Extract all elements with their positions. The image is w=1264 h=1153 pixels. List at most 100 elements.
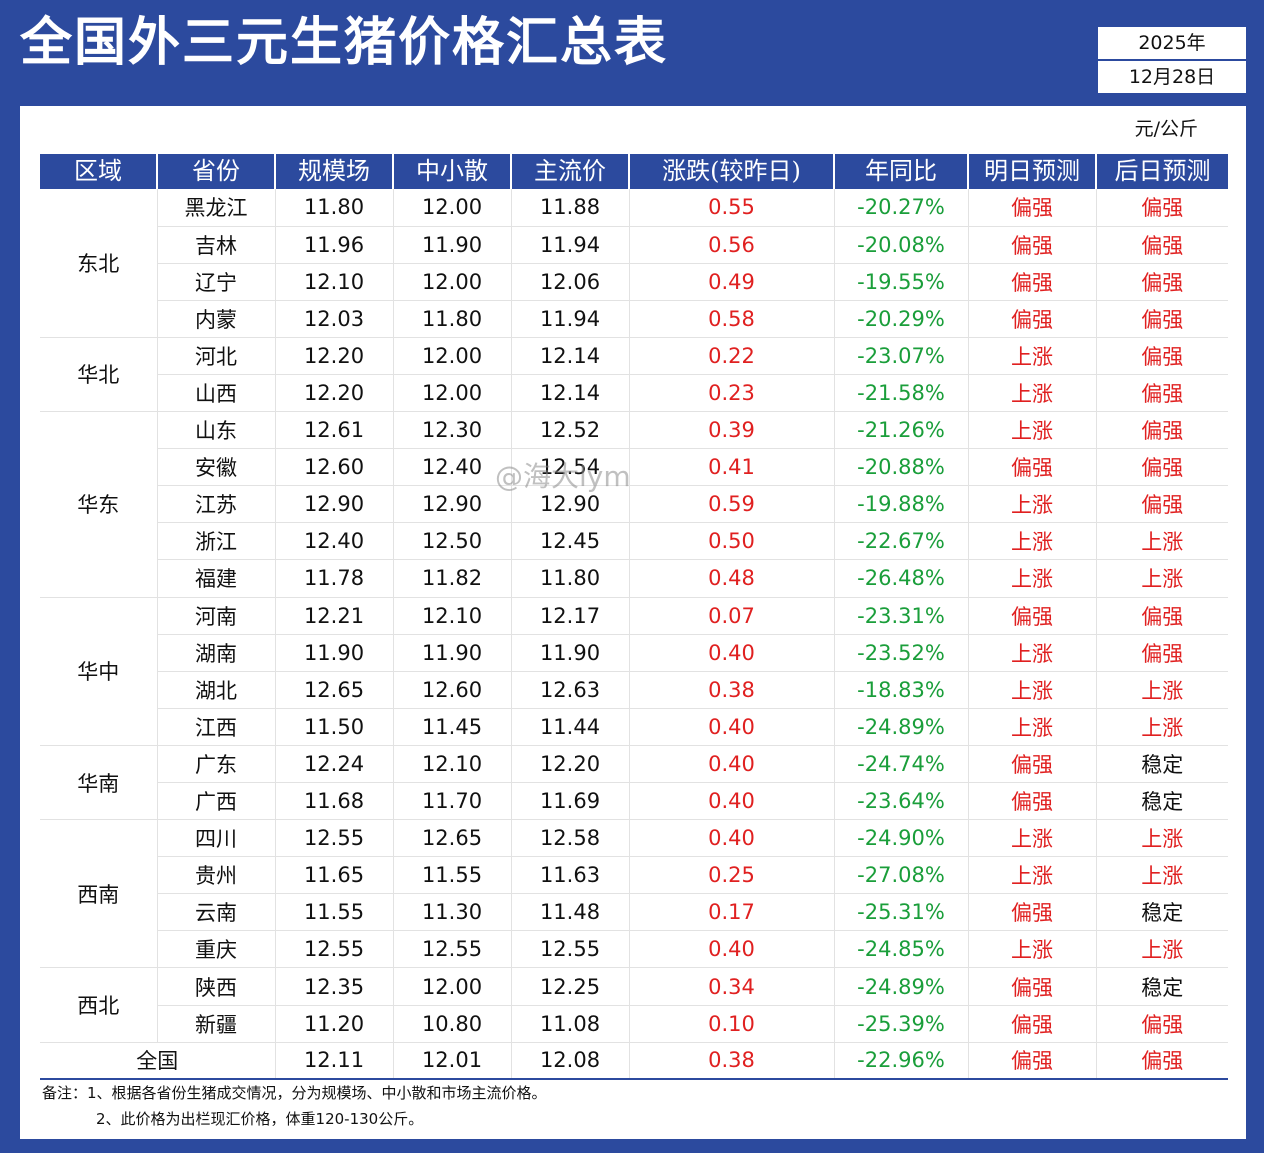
main-price-cell: 12.45 <box>510 522 629 561</box>
province-cell: 新疆 <box>156 1005 275 1043</box>
small-price-cell: 12.00 <box>392 337 511 375</box>
yoy-cell: -24.89% <box>833 967 968 1006</box>
province-cell: 广东 <box>156 745 275 784</box>
yoy-cell: -23.64% <box>833 782 968 821</box>
small-price-cell: 12.55 <box>392 930 511 969</box>
yoy-cell: -21.58% <box>833 374 968 413</box>
table-row: 福建 11.78 11.82 11.80 0.48 -26.48% 上涨 上涨 <box>40 559 1228 598</box>
main-price-cell: 12.20 <box>510 745 629 784</box>
total-label-cell: 全国 <box>40 1042 275 1081</box>
after-forecast-cell: 偏强 <box>1095 226 1228 264</box>
small-price-cell: 12.65 <box>392 819 511 858</box>
province-cell: 黑龙江 <box>156 189 275 227</box>
date-day: 12月28日 <box>1128 66 1216 88</box>
notes: 备注：1、根据各省份生猪成交情况，分为规模场、中小散和市场主流价格。 2、此价格… <box>42 1080 547 1132</box>
scale-price-cell: 11.96 <box>274 226 393 264</box>
header-cell: 省份 <box>156 154 275 189</box>
after-forecast-cell: 偏强 <box>1095 634 1228 672</box>
province-cell: 山西 <box>156 374 275 413</box>
page-title: 全国外三元生猪价格汇总表 <box>20 13 669 73</box>
after-forecast-cell: 上涨 <box>1095 930 1228 969</box>
tomorrow-forecast-cell: 偏强 <box>967 189 1096 227</box>
tomorrow-forecast-cell: 偏强 <box>967 597 1096 635</box>
tomorrow-forecast-cell: 偏强 <box>967 893 1096 932</box>
small-price-cell: 11.30 <box>392 893 511 932</box>
small-price-cell: 12.40 <box>392 448 511 487</box>
header-cell: 中小散 <box>392 154 511 189</box>
change-cell: 0.22 <box>628 337 834 375</box>
main-price-cell: 11.44 <box>510 708 629 746</box>
tomorrow-forecast-cell: 上涨 <box>967 374 1096 413</box>
yoy-cell: -20.29% <box>833 300 968 338</box>
yoy-cell: -22.96% <box>833 1042 968 1081</box>
yoy-cell: -24.90% <box>833 819 968 858</box>
date-year: 2025年 <box>1098 27 1246 61</box>
after-forecast-cell: 偏强 <box>1095 448 1228 487</box>
after-forecast-cell: 稳定 <box>1095 745 1228 784</box>
province-cell: 重庆 <box>156 930 275 969</box>
yoy-cell: -19.55% <box>833 263 968 301</box>
province-cell: 广西 <box>156 782 275 821</box>
change-cell: 0.59 <box>628 485 834 524</box>
small-price-cell: 11.90 <box>392 634 511 672</box>
after-forecast-cell: 偏强 <box>1095 597 1228 635</box>
price-table: 区域 省份 规模场 中小散 主流价 涨跌(较昨日) 年同比 明日预测 后日预测 东北 黑龙江 11.… <box>40 154 1228 1081</box>
table-row: 内蒙 12.03 11.80 11.94 0.58 -20.29% 偏强 偏强 <box>40 300 1228 338</box>
scale-price-cell: 11.68 <box>274 782 393 821</box>
yoy-cell: -27.08% <box>833 856 968 895</box>
tomorrow-forecast-cell: 上涨 <box>967 559 1096 598</box>
after-forecast-cell: 偏强 <box>1095 411 1228 450</box>
province-cell: 湖南 <box>156 634 275 672</box>
region-cell: 华东 <box>40 411 157 598</box>
tomorrow-forecast-cell: 偏强 <box>967 1042 1096 1081</box>
yoy-cell: -26.48% <box>833 559 968 598</box>
change-cell: 0.25 <box>628 856 834 895</box>
scale-price-cell: 12.10 <box>274 263 393 301</box>
table-row: 江苏 12.90 12.90 12.90 0.59 -19.88% 上涨 偏强 <box>40 485 1228 524</box>
after-forecast-cell: 偏强 <box>1095 189 1228 227</box>
main-price-cell: 11.90 <box>510 634 629 672</box>
main-price-cell: 12.54 <box>510 448 629 487</box>
yoy-cell: -19.88% <box>833 485 968 524</box>
yoy-cell: -20.88% <box>833 448 968 487</box>
table-row: 西北 陕西 12.35 12.00 12.25 0.34 -24.89% 偏强 稳定 <box>40 967 1228 1043</box>
scale-price-cell: 12.21 <box>274 597 393 635</box>
scale-price-cell: 11.80 <box>274 189 393 227</box>
province-cell: 内蒙 <box>156 300 275 338</box>
after-forecast-cell: 偏强 <box>1095 485 1228 524</box>
small-price-cell: 12.00 <box>392 189 511 227</box>
yoy-cell: -25.39% <box>833 1005 968 1043</box>
main-price-cell: 11.48 <box>510 893 629 932</box>
scale-price-cell: 12.11 <box>274 1042 393 1081</box>
region-cell: 东北 <box>40 189 157 338</box>
scale-price-cell: 11.20 <box>274 1005 393 1043</box>
tomorrow-forecast-cell: 上涨 <box>967 708 1096 746</box>
main-price-cell: 11.94 <box>510 226 629 264</box>
scale-price-cell: 11.78 <box>274 559 393 598</box>
after-forecast-cell: 上涨 <box>1095 819 1228 858</box>
date-box: 2025年 12月28日 <box>1097 26 1247 94</box>
header-cell: 涨跌(较昨日) <box>628 154 834 189</box>
province-cell: 安徽 <box>156 448 275 487</box>
main-price-cell: 12.08 <box>510 1042 629 1081</box>
main-price-cell: 11.80 <box>510 559 629 598</box>
main-price-cell: 12.25 <box>510 967 629 1006</box>
main-price-cell: 12.14 <box>510 374 629 413</box>
note-1: 备注：1、根据各省份生猪成交情况，分为规模场、中小散和市场主流价格。 <box>42 1084 547 1102</box>
province-cell: 浙江 <box>156 522 275 561</box>
yoy-cell: -23.31% <box>833 597 968 635</box>
scale-price-cell: 12.55 <box>274 930 393 969</box>
table-row: 西南 四川 12.55 12.65 12.58 0.40 -24.90% 上涨 上涨 <box>40 819 1228 969</box>
change-cell: 0.40 <box>628 634 834 672</box>
main-price-cell: 11.63 <box>510 856 629 895</box>
change-cell: 0.07 <box>628 597 834 635</box>
yoy-cell: -25.31% <box>833 893 968 932</box>
main-price-cell: 12.14 <box>510 337 629 375</box>
scale-price-cell: 12.35 <box>274 967 393 1006</box>
table-row: 安徽 12.60 12.40 12.54 0.41 -20.88% 偏强 偏强 <box>40 448 1228 487</box>
after-forecast-cell: 偏强 <box>1095 337 1228 375</box>
tomorrow-forecast-cell: 偏强 <box>967 448 1096 487</box>
change-cell: 0.40 <box>628 819 834 858</box>
after-forecast-cell: 上涨 <box>1095 559 1228 598</box>
tomorrow-forecast-cell: 上涨 <box>967 411 1096 450</box>
